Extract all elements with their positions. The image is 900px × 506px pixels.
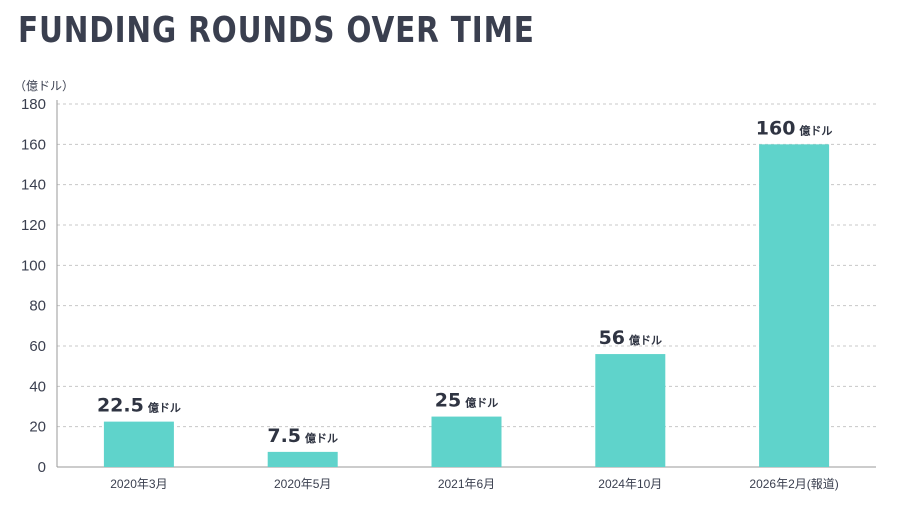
x-tick-label: 2024年10月 [598, 477, 662, 491]
x-tick-label: 2021年6月 [438, 477, 495, 491]
y-tick-label: 0 [38, 459, 46, 476]
bar-value-label: 7.5 億ドル [267, 425, 338, 447]
bar-value-label: 160 億ドル [756, 117, 833, 139]
bar-value-label: 22.5 億ドル [97, 395, 181, 417]
y-tick-label: 140 [21, 177, 46, 194]
y-tick-label: 100 [21, 257, 46, 274]
y-tick-label: 180 [21, 96, 46, 113]
bar-value-label: 56 億ドル [599, 327, 662, 349]
bar [759, 144, 830, 468]
y-tick-label: 60 [29, 338, 46, 355]
bar [103, 421, 174, 467]
bar-value-label: 25 億ドル [435, 390, 498, 412]
bar [267, 451, 338, 467]
y-axis-unit-label: （億ドル） [14, 79, 75, 93]
bar [431, 416, 502, 467]
bar [595, 354, 666, 467]
y-tick-label: 20 [29, 419, 46, 436]
x-tick-label: 2026年2月(報道) [749, 477, 838, 491]
y-tick-label: 40 [29, 378, 46, 395]
x-tick-label: 2020年5月 [274, 477, 331, 491]
chart-title: FUNDING ROUNDS OVER TIME [18, 10, 535, 51]
y-tick-label: 120 [21, 217, 46, 234]
y-tick-label: 80 [29, 298, 46, 315]
x-tick-label: 2020年3月 [110, 477, 167, 491]
y-tick-label: 160 [21, 136, 46, 153]
